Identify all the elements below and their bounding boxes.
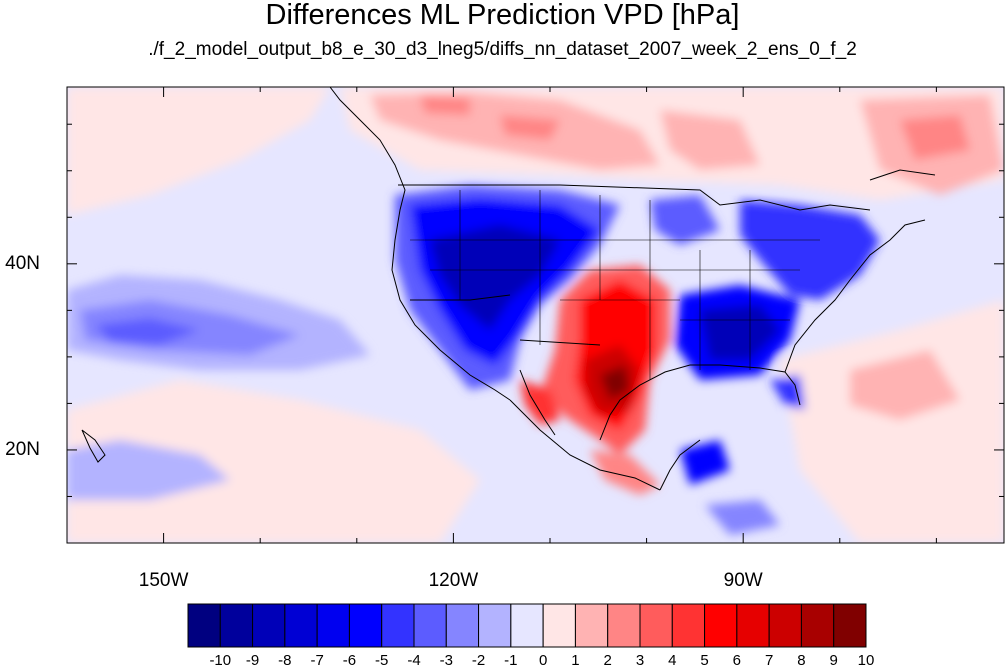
- colorbar-swatch: [574, 603, 609, 648]
- colorbar-swatch: [768, 603, 802, 648]
- plot-frame: [66, 86, 1005, 544]
- colorbar-swatch: [445, 603, 480, 648]
- state-borders: [410, 190, 820, 380]
- colorbar-swatch: [833, 603, 867, 648]
- colorbar-label: -6: [342, 652, 357, 669]
- colorbar-swatch: [800, 603, 835, 648]
- colorbar-label: -9: [245, 652, 260, 669]
- colorbar: [187, 603, 867, 648]
- colorbar-label: 6: [732, 652, 742, 669]
- axis-ticks: [66, 87, 1004, 544]
- lon-tick-label: 120W: [428, 570, 479, 591]
- colorbar-swatch: [187, 603, 221, 648]
- colorbar-swatch: [284, 603, 318, 648]
- colorbar-label: -8: [278, 652, 292, 669]
- difference-field: [67, 87, 1004, 543]
- colorbar-label: 9: [829, 652, 838, 669]
- coastlines: [81, 87, 936, 491]
- colorbar-label: -1: [504, 652, 518, 669]
- colorbar-swatch: [478, 603, 512, 648]
- colorbar-label: -7: [310, 652, 324, 669]
- colorbar-swatch: [219, 603, 254, 648]
- colorbar-swatch: [607, 603, 641, 648]
- lat-tick-label: 40N: [5, 252, 40, 274]
- colorbar-label: 1: [571, 652, 580, 669]
- lat-tick-label: 20N: [5, 438, 40, 460]
- colorbar-swatch: [510, 603, 544, 648]
- colorbar-label: 0: [538, 652, 548, 669]
- colorbar-label: 3: [635, 652, 645, 669]
- colorbar-label: -2: [471, 652, 486, 669]
- colorbar-swatch: [736, 603, 770, 648]
- colorbar-swatch: [252, 603, 286, 648]
- colorbar-label: -5: [375, 652, 389, 669]
- colorbar-label: 7: [764, 652, 774, 669]
- colorbar-label: 8: [797, 652, 806, 669]
- colorbar-swatch: [542, 603, 576, 648]
- map-subtitle: ./f_2_model_output_b8_e_30_d3_lneg5/diff…: [148, 39, 857, 60]
- lon-tick-label: 150W: [138, 570, 189, 591]
- colorbar-swatch: [413, 603, 447, 648]
- colorbar-swatch: [639, 603, 673, 648]
- colorbar-swatch: [348, 603, 383, 648]
- colorbar-label: 10: [857, 652, 875, 669]
- colorbar-swatch: [316, 603, 350, 648]
- colorbar-label: -4: [407, 652, 421, 669]
- lon-tick-label: 90W: [723, 570, 763, 591]
- colorbar-label: 5: [700, 652, 709, 669]
- map-title: Differences ML Prediction VPD [hPa]: [265, 0, 740, 31]
- colorbar-label: -10: [209, 652, 232, 669]
- colorbar-label: 2: [603, 652, 612, 669]
- colorbar-label: -3: [439, 652, 453, 669]
- colorbar-swatch: [704, 603, 738, 648]
- colorbar-swatch: [671, 603, 706, 648]
- colorbar-swatch: [381, 603, 415, 648]
- colorbar-label: 4: [668, 652, 677, 669]
